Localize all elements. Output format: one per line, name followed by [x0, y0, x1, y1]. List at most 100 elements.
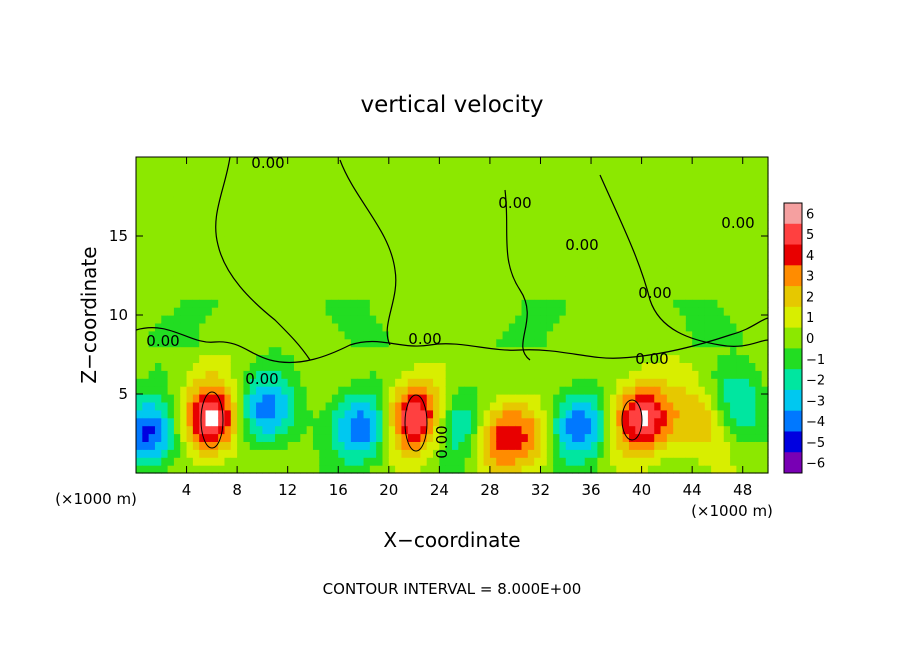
heatmap-cell — [199, 243, 207, 253]
heatmap-cell — [243, 330, 251, 340]
heatmap-cell — [452, 354, 459, 363]
heatmap-cell — [243, 299, 251, 308]
heatmap-cell — [224, 275, 232, 284]
heatmap-cell — [692, 307, 700, 316]
heatmap-cell — [243, 346, 251, 356]
heatmap-cell — [508, 307, 516, 316]
heatmap-cell — [167, 378, 175, 387]
heatmap-cell — [546, 370, 554, 379]
heatmap-cell — [300, 330, 308, 340]
heatmap-cell — [439, 275, 447, 284]
heatmap-cell — [243, 315, 251, 324]
heatmap-cell — [603, 172, 611, 182]
heatmap-cell — [565, 322, 573, 332]
heatmap-cell — [294, 204, 301, 213]
heatmap-cell — [420, 164, 428, 174]
heatmap-cell — [205, 417, 213, 427]
heatmap-cell — [534, 291, 542, 300]
heatmap-cell — [635, 267, 643, 277]
heatmap-cell — [281, 164, 289, 174]
heatmap-cell — [262, 449, 270, 458]
heatmap-cell — [610, 370, 617, 379]
heatmap-cell — [325, 157, 333, 166]
heatmap-cell — [205, 449, 213, 458]
heatmap-cell — [464, 172, 472, 182]
heatmap-cell — [565, 164, 573, 174]
heatmap-cell — [439, 164, 447, 174]
heatmap-cell — [508, 259, 516, 269]
heatmap-cell — [237, 457, 245, 466]
heatmap-cell — [300, 315, 308, 324]
heatmap-cell — [357, 409, 365, 419]
heatmap-cell — [154, 346, 162, 356]
heatmap-cell — [142, 188, 150, 198]
heatmap-cell — [603, 330, 611, 340]
heatmap-cell — [186, 220, 194, 229]
heatmap-cell — [673, 449, 681, 458]
heatmap-cell — [312, 228, 320, 237]
heatmap-cell — [755, 465, 763, 474]
heatmap-cell — [470, 299, 478, 308]
heatmap-cell — [508, 401, 516, 411]
heatmap-cell — [243, 251, 251, 261]
heatmap-cell — [610, 228, 617, 237]
heatmap-cell — [723, 330, 731, 340]
heatmap-cell — [489, 322, 497, 332]
heatmap-cell — [470, 465, 478, 474]
heatmap-cell — [142, 425, 150, 435]
heatmap-cell — [679, 251, 687, 261]
heatmap-cell — [224, 433, 232, 442]
heatmap-cell — [553, 362, 561, 371]
heatmap-cell — [572, 441, 579, 450]
heatmap-cell — [142, 204, 150, 213]
heatmap-cell — [426, 259, 434, 269]
heatmap-cell — [395, 283, 403, 292]
heatmap-cell — [660, 370, 668, 379]
heatmap-cell — [275, 188, 282, 198]
heatmap-cell — [749, 401, 756, 411]
heatmap-cell — [616, 370, 624, 379]
heatmap-cell — [749, 243, 756, 253]
heatmap-cell — [401, 299, 409, 308]
heatmap-cell — [192, 386, 200, 395]
heatmap-cell — [230, 236, 238, 245]
heatmap-cell — [470, 409, 478, 419]
heatmap-cell — [350, 267, 358, 277]
heatmap-cell — [161, 251, 169, 261]
heatmap-cell — [445, 267, 453, 277]
heatmap-cell — [395, 180, 403, 190]
heatmap-cell — [489, 299, 497, 308]
heatmap-cell — [439, 370, 447, 379]
heatmap-cell — [249, 275, 257, 284]
heatmap-cell — [647, 417, 655, 427]
heatmap-cell — [603, 354, 611, 363]
heatmap-cell — [540, 465, 548, 474]
heatmap-cell — [452, 465, 459, 474]
heatmap-cell — [344, 275, 352, 284]
heatmap-cell — [407, 267, 415, 277]
heatmap-cell — [483, 322, 491, 332]
heatmap-cell — [287, 220, 295, 229]
heatmap-cell — [395, 228, 403, 237]
heatmap-cell — [496, 441, 504, 450]
heatmap-cell — [749, 425, 756, 435]
heatmap-cell — [426, 330, 434, 340]
heatmap-cell — [628, 204, 636, 213]
heatmap-cell — [350, 370, 358, 379]
heatmap-cell — [439, 283, 447, 292]
heatmap-cell — [660, 362, 668, 371]
heatmap-cell — [610, 204, 617, 213]
heatmap-cell — [553, 378, 561, 387]
heatmap-cell — [597, 307, 605, 316]
heatmap-cell — [338, 172, 346, 182]
heatmap-cell — [534, 330, 542, 340]
heatmap-cell — [717, 307, 725, 316]
heatmap-cell — [445, 196, 453, 205]
heatmap-cell — [426, 457, 434, 466]
heatmap-cell — [262, 164, 270, 174]
heatmap-cell — [306, 394, 314, 403]
heatmap-cell — [679, 212, 687, 221]
heatmap-cell — [338, 338, 346, 348]
heatmap-cell — [281, 228, 289, 237]
heatmap-cell — [452, 188, 459, 198]
